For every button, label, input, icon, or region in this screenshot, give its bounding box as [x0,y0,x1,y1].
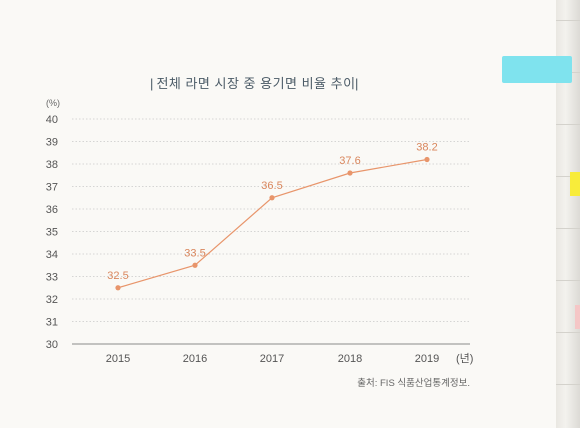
page-edge-stripe [556,384,580,385]
chart-title: 전체 라면 시장 중 용기면 비율 추이 [156,76,355,91]
y-tick-labels: 40 39 38 37 36 35 34 33 32 31 30 [46,114,58,351]
grid-lines [72,118,470,345]
y-tick-label: 39 [46,137,58,149]
document-page [0,0,556,428]
data-points [115,156,430,291]
y-tick-label: 37 [46,182,58,194]
page-edge-stripe [556,124,580,125]
data-point [115,285,121,291]
page-edge-stripe [556,332,580,333]
x-tick-label: 2018 [338,353,362,365]
data-label: 33.5 [184,247,205,259]
series-polyline [117,158,428,289]
series-line [117,158,428,289]
chart-title-bar-left: | [150,76,154,91]
x-tick-label: 2016 [183,353,207,365]
data-point [347,170,353,176]
data-label: 37.6 [339,155,360,167]
y-unit-label: (%) [46,98,60,108]
line-chart: | 전체 라면 시장 중 용기면 비율 추이 | (%) (년) 출처: FIS… [46,76,474,389]
x-unit-label: (년) [456,352,473,365]
x-tick-label: 2015 [106,353,130,365]
page-edge-stripe [556,176,580,177]
y-tick-label: 32 [46,294,58,306]
y-tick-label: 34 [46,249,58,261]
data-point [424,156,430,163]
yellow-sticky-tab [570,172,580,196]
data-point [192,262,198,268]
data-point [269,195,275,201]
x-tick-label: 2019 [415,353,439,365]
data-label: 32.5 [107,270,128,282]
page-edge-stripe [556,280,580,281]
y-tick-label: 36 [46,204,58,216]
y-tick-label: 30 [46,339,58,351]
y-tick-label: 31 [46,317,58,329]
data-label: 38.2 [416,142,437,154]
page-edge-stripe [556,228,580,229]
y-tick-label: 38 [46,159,58,171]
page-edge-stripe [556,20,580,21]
source-note: 출처: FIS 식품산업통계정보. [357,377,470,389]
data-label: 36.5 [261,180,282,192]
y-tick-label: 40 [46,114,58,126]
y-tick-label: 35 [46,227,58,239]
pink-sticky-tab [575,305,580,329]
x-tick-labels: 2015 2016 2017 2018 2019 [106,353,439,365]
x-tick-label: 2017 [260,353,284,365]
cyan-sticky-tab [502,56,572,83]
data-labels: 32.5 33.5 36.5 37.6 38.2 [107,142,437,282]
chart-title-bar-right: | [355,76,359,91]
y-tick-label: 33 [46,272,58,284]
